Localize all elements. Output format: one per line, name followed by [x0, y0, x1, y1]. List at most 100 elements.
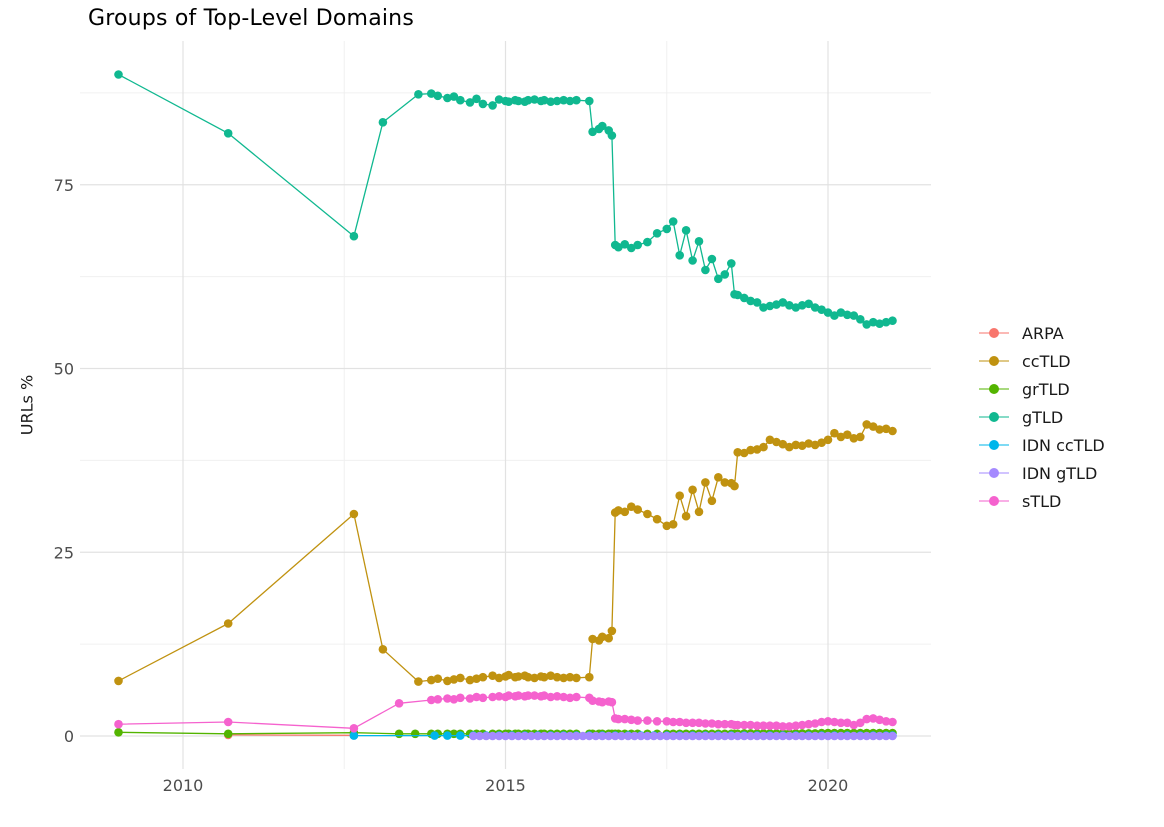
data-point: [488, 101, 497, 110]
data-point: [701, 719, 710, 728]
data-point: [701, 731, 710, 741]
data-point: [804, 731, 813, 741]
data-point: [765, 721, 775, 730]
data-point: [675, 717, 684, 727]
data-point: [633, 716, 642, 725]
data-point: [643, 237, 652, 247]
data-point: [752, 721, 762, 730]
data-point: [707, 496, 717, 506]
data-point: [494, 692, 504, 701]
data-point: [223, 729, 233, 739]
data-point: [652, 514, 662, 524]
data-point: [527, 731, 536, 741]
data-point: [843, 731, 852, 741]
data-point: [720, 731, 730, 741]
data-point: [472, 94, 481, 104]
data-point: [643, 509, 652, 519]
data-point: [765, 435, 775, 445]
data-point: [443, 731, 452, 740]
data-point: [733, 290, 742, 300]
data-point: [514, 672, 523, 681]
data-point: [523, 672, 533, 682]
data-point: [610, 731, 620, 741]
data-point: [456, 731, 465, 740]
data-point: [739, 731, 749, 741]
data-point: [488, 731, 497, 741]
data-point: [668, 520, 678, 529]
data-point: [791, 440, 801, 450]
data-point: [623, 731, 633, 741]
data-point: [443, 676, 452, 686]
data-point: [598, 697, 607, 707]
x-tick-label: 2015: [485, 776, 526, 795]
data-point: [414, 90, 423, 99]
data-point: [456, 673, 465, 683]
data-point: [849, 311, 859, 320]
data-point: [465, 675, 475, 685]
data-point: [539, 95, 549, 105]
data-point: [349, 509, 359, 519]
legend: ARPA ccTLD grTLD gTLD IDN ccTLD IDN gTLD sTLD: [978, 322, 1105, 512]
data-point: [614, 506, 623, 515]
data-point: [559, 95, 568, 105]
data-point: [707, 719, 717, 728]
data-point: [607, 626, 617, 636]
data-point: [478, 99, 488, 109]
legend-key-dot-icon: [989, 412, 999, 422]
data-point: [652, 717, 662, 726]
data-point: [565, 693, 575, 703]
data-point: [688, 718, 697, 728]
data-point: [494, 673, 504, 683]
data-point: [668, 717, 678, 727]
data-point: [539, 672, 549, 682]
data-point: [585, 96, 594, 106]
data-point: [572, 95, 581, 105]
legend-item-grTLD: grTLD: [978, 378, 1105, 400]
data-point: [881, 717, 891, 726]
data-point: [430, 731, 439, 740]
data-point: [675, 491, 684, 501]
data-point: [888, 717, 897, 727]
data-point: [433, 674, 443, 683]
series-sTLD: [114, 691, 897, 733]
data-point: [681, 731, 691, 741]
data-point: [223, 717, 233, 727]
y-tick-label: 25: [54, 543, 74, 562]
data-point: [804, 299, 813, 309]
data-point: [630, 731, 639, 741]
data-point: [681, 511, 691, 521]
data-point: [759, 721, 768, 730]
data-point: [862, 420, 871, 429]
data-point: [856, 731, 865, 741]
data-point: [875, 425, 884, 434]
data-point: [733, 448, 742, 457]
data-point: [714, 473, 723, 482]
data-point: [868, 731, 878, 741]
data-point: [675, 251, 684, 260]
data-point: [604, 731, 613, 741]
data-point: [378, 118, 388, 127]
data-point: [627, 715, 636, 725]
data-point: [681, 718, 691, 728]
data-point: [627, 243, 636, 253]
data-point: [707, 731, 717, 741]
data-point: [862, 714, 871, 724]
data-point: [539, 731, 549, 741]
data-point: [481, 731, 491, 741]
data-point: [714, 731, 723, 741]
data-point: [804, 439, 813, 448]
data-point: [649, 731, 659, 741]
legend-key-icon: [979, 496, 1009, 506]
data-point: [688, 485, 697, 495]
data-point: [494, 731, 504, 741]
x-tick-label: 2010: [163, 776, 204, 795]
data-point: [598, 632, 607, 642]
data-point: [778, 439, 788, 449]
data-point: [727, 259, 736, 268]
data-point: [765, 301, 775, 311]
legend-item-label: grTLD: [1022, 379, 1070, 399]
data-point: [797, 720, 807, 730]
data-point: [427, 89, 436, 98]
